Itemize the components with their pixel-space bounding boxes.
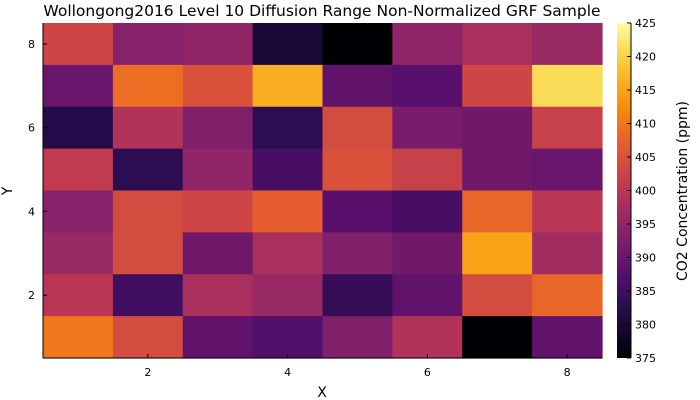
- heatmap-cell: [43, 106, 114, 150]
- heatmap-cell: [182, 148, 254, 192]
- heatmap-cell: [322, 190, 393, 233]
- heatmap-cell: [252, 190, 324, 233]
- plot-axes: 2 4 6 8 2 4 6 8: [28, 23, 602, 379]
- colorbar-tick-label: 375: [635, 352, 656, 365]
- heatmap-cell: [322, 64, 393, 108]
- heatmap-cell: [112, 106, 184, 150]
- heatmap-cell: [532, 190, 603, 233]
- heatmap-cell: [462, 23, 533, 66]
- heatmap-cell: [392, 190, 463, 233]
- colorbar-label: CO2 Concentration (ppm): [675, 101, 691, 281]
- heatmap-cell: [182, 64, 254, 108]
- heatmap-cell: [392, 148, 463, 192]
- heatmap-cell: [112, 316, 184, 359]
- heatmap-cell: [252, 23, 324, 66]
- colorbar: 375 380 385 390 395 400 405 410 415 420 425: [617, 17, 656, 365]
- heatmap-cell: [112, 23, 184, 66]
- heatmap-cell: [532, 148, 603, 192]
- heatmap-cell: [322, 232, 393, 275]
- heatmap-cell: [462, 316, 533, 359]
- heatmap-cell: [462, 232, 533, 275]
- heatmap-cell: [532, 232, 603, 275]
- heatmap-cell: [43, 148, 114, 192]
- heatmap-cell: [532, 64, 603, 108]
- heatmap-cell: [392, 23, 463, 66]
- heatmap-cell: [532, 274, 603, 317]
- heatmap-cell: [322, 148, 393, 192]
- colorbar-tick-label: 395: [635, 218, 656, 231]
- heatmap-cell: [322, 274, 393, 317]
- x-tick-label: 8: [564, 366, 571, 379]
- x-tick-label: 4: [284, 366, 291, 379]
- y-tick-label: 8: [28, 38, 35, 51]
- heatmap-cell: [112, 148, 184, 192]
- heatmap-cell: [462, 148, 533, 192]
- heatmap-cell: [322, 23, 393, 66]
- colorbar-tick-label: 425: [635, 17, 656, 30]
- heatmap-cell: [252, 232, 324, 275]
- heatmap-cell: [252, 64, 324, 108]
- y-axis-title: Y: [0, 186, 16, 196]
- heatmap-cell: [182, 274, 254, 317]
- heatmap-cell: [182, 190, 254, 233]
- heatmap-cell: [43, 274, 114, 317]
- y-tick-label: 2: [28, 289, 35, 302]
- heatmap-cell: [322, 106, 393, 150]
- heatmap-cell: [112, 64, 184, 108]
- heatmap-cell: [43, 190, 114, 233]
- colorbar-tick-label: 415: [635, 84, 656, 97]
- heatmap-cell: [112, 190, 184, 233]
- heatmap-cell: [112, 232, 184, 275]
- colorbar-tick-label: 385: [635, 285, 656, 298]
- heatmap-cell: [392, 64, 463, 108]
- heatmap-cell: [532, 23, 603, 66]
- heatmap-cell: [252, 106, 324, 150]
- heatmap-cell: [392, 316, 463, 359]
- heatmap-cell: [392, 232, 463, 275]
- heatmap-cell: [462, 64, 533, 108]
- heatmap-cell: [43, 23, 114, 66]
- heatmap-cell: [532, 106, 603, 150]
- heatmap-cells: [43, 23, 603, 359]
- colorbar-tick-label: 380: [635, 319, 656, 332]
- heatmap-cell: [392, 274, 463, 317]
- heatmap-cell: [43, 316, 114, 359]
- colorbar-gradient: [617, 23, 631, 358]
- y-tick-label: 4: [28, 205, 35, 218]
- colorbar-tick-label: 420: [635, 51, 656, 64]
- x-axis-title: X: [317, 385, 327, 400]
- heatmap-cell: [112, 274, 184, 317]
- heatmap-cell: [532, 316, 603, 359]
- colorbar-tick-label: 405: [635, 151, 656, 164]
- y-tick-label: 6: [28, 122, 35, 135]
- heatmap-cell: [43, 232, 114, 275]
- heatmap-cell: [182, 316, 254, 359]
- colorbar-tick-label: 390: [635, 252, 656, 265]
- x-tick-label: 6: [424, 366, 431, 379]
- x-tick-label: 2: [144, 366, 151, 379]
- heatmap-cell: [392, 106, 463, 150]
- heatmap-cell: [252, 274, 324, 317]
- heatmap-cell: [462, 190, 533, 233]
- colorbar-tick-label: 410: [635, 118, 656, 131]
- heatmap-cell: [462, 274, 533, 317]
- heatmap-cell: [252, 316, 324, 359]
- heatmap-cell: [182, 23, 254, 66]
- heatmap-cell: [252, 148, 324, 192]
- colorbar-tick-label: 400: [635, 185, 656, 198]
- heatmap-cell: [43, 64, 114, 108]
- heatmap-cell: [462, 106, 533, 150]
- heatmap-cell: [182, 232, 254, 275]
- heatmap-cell: [182, 106, 254, 150]
- chart-title: Wollongong2016 Level 10 Diffusion Range …: [43, 2, 600, 20]
- heatmap-cell: [322, 316, 393, 359]
